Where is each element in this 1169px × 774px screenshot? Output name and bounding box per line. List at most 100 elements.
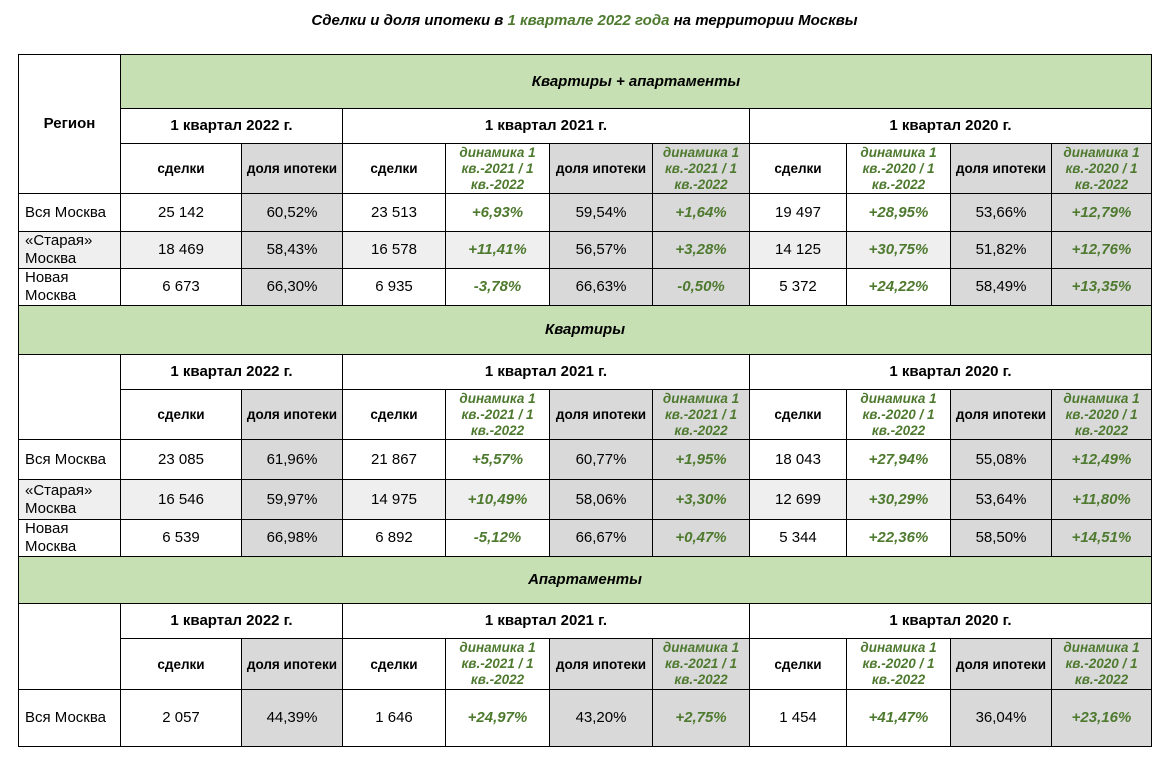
dynamics-column-header: динамика 1 кв.-2020 / 1 кв.-2022 <box>846 143 951 194</box>
deals-column-header: сделки <box>120 143 242 194</box>
section-band-row: Регион Квартиры + апартаменты <box>18 54 1152 194</box>
mortgage-share-value: 56,57% <box>549 231 653 269</box>
mortgage-share-value: 58,49% <box>950 268 1052 306</box>
dynamics-value: -0,50% <box>652 268 750 306</box>
dynamics-value: +13,35% <box>1051 268 1152 306</box>
dynamics-value: +27,94% <box>846 439 951 480</box>
quarter-header-row: 1 квартал 2022 г. 1 квартал 2021 г. 1 квар… <box>18 354 1152 440</box>
dynamics-value: +1,95% <box>652 439 750 480</box>
mortgage-share-value: 55,08% <box>950 439 1052 480</box>
column-header-row: сделки доля ипотеки сделки динамика 1 кв.-2… <box>19 143 1152 194</box>
dynamics-value: +12,76% <box>1051 231 1152 269</box>
mortgage-share-value: 53,66% <box>950 193 1052 232</box>
dynamics-column-header: динамика 1 кв.-2021 / 1 кв.-2022 <box>652 143 750 194</box>
deals-column-header: сделки <box>749 389 847 440</box>
section-title: Квартиры + апартаменты <box>120 54 1152 109</box>
mortgage-share-value: 59,54% <box>549 193 653 232</box>
mortgage-share-value: 66,67% <box>549 519 653 557</box>
deals-value: 23 085 <box>120 439 242 480</box>
deals-value: 6 892 <box>342 519 446 557</box>
mortgage-share-column-header: доля ипотеки <box>549 638 653 690</box>
mortgage-share-value: 60,52% <box>241 193 343 232</box>
column-header-row: сделки доля ипотеки сделки динамика 1 кв.-2… <box>19 389 1152 440</box>
column-header-row: сделки доля ипотеки сделки динамика 1 кв.-2… <box>19 638 1152 690</box>
mortgage-share-value: 58,06% <box>549 479 653 520</box>
table-row: Вся Москва 25 142 60,52% 23 513 +6,93% 59,54%… <box>18 193 1152 232</box>
mortgage-share-value: 44,39% <box>241 689 343 747</box>
deals-value: 23 513 <box>342 193 446 232</box>
dynamics-value: +24,97% <box>445 689 550 747</box>
dynamics-column-header: динамика 1 кв.-2021 / 1 кв.-2022 <box>652 638 750 690</box>
dynamics-column-header: динамика 1 кв.-2021 / 1 кв.-2022 <box>445 143 550 194</box>
table-row: «Старая» Москва 16 546 59,97% 14 975 +10,49%… <box>18 479 1152 520</box>
dynamics-value: -5,12% <box>445 519 550 557</box>
empty-region-cell <box>18 603 121 690</box>
mortgage-share-column-header: доля ипотеки <box>241 143 343 194</box>
deals-value: 6 673 <box>120 268 242 306</box>
table-row: Вся Москва 2 057 44,39% 1 646 +24,97% 43,20% +… <box>18 689 1152 747</box>
deals-value: 18 043 <box>749 439 847 480</box>
dynamics-value: +12,79% <box>1051 193 1152 232</box>
quarter-header-row: 1 квартал 2022 г. 1 квартал 2021 г. 1 квар… <box>18 603 1152 690</box>
region-name: «Старая» Москва <box>18 479 121 520</box>
mortgage-deals-table: Регион Квартиры + апартаменты 1 квартал 20… <box>18 54 1152 747</box>
dynamics-value: +12,49% <box>1051 439 1152 480</box>
dynamics-value: +22,36% <box>846 519 951 557</box>
mortgage-share-column-header: доля ипотеки <box>950 143 1052 194</box>
mortgage-share-column-header: доля ипотеки <box>549 143 653 194</box>
quarter-header: 1 квартал 2020 г. <box>749 354 1152 390</box>
quarter-header: 1 квартал 2020 г. <box>749 108 1152 144</box>
dynamics-column-header: динамика 1 кв.-2020 / 1 кв.-2022 <box>846 389 951 440</box>
deals-column-header: сделки <box>749 638 847 690</box>
section-title: Квартиры <box>18 305 1152 355</box>
mortgage-share-value: 59,97% <box>241 479 343 520</box>
page-title: Сделки и доля ипотеки в 1 квартале 2022 … <box>0 12 1169 29</box>
region-name: Вся Москва <box>18 689 121 747</box>
section-title: Апартаменты <box>18 556 1152 604</box>
table-row: Вся Москва 23 085 61,96% 21 867 +5,57% 60,77%… <box>18 439 1152 480</box>
mortgage-share-column-header: доля ипотеки <box>241 638 343 690</box>
dynamics-value: -3,78% <box>445 268 550 306</box>
dynamics-value: +41,47% <box>846 689 951 747</box>
dynamics-value: +30,75% <box>846 231 951 269</box>
mortgage-share-value: 66,63% <box>549 268 653 306</box>
dynamics-value: +10,49% <box>445 479 550 520</box>
quarter-header: 1 квартал 2022 г. <box>120 354 343 390</box>
deals-value: 6 539 <box>120 519 242 557</box>
deals-value: 21 867 <box>342 439 446 480</box>
deals-value: 14 125 <box>749 231 847 269</box>
quarter-header: 1 квартал 2022 г. <box>120 603 343 639</box>
deals-column-header: сделки <box>120 638 242 690</box>
deals-column-header: сделки <box>120 389 242 440</box>
deals-value: 16 578 <box>342 231 446 269</box>
dynamics-column-header: динамика 1 кв.-2021 / 1 кв.-2022 <box>652 389 750 440</box>
mortgage-share-value: 53,64% <box>950 479 1052 520</box>
deals-value: 5 372 <box>749 268 847 306</box>
deals-column-header: сделки <box>342 389 446 440</box>
mortgage-share-value: 60,77% <box>549 439 653 480</box>
section-band-row: Апартаменты <box>18 556 1152 604</box>
dynamics-value: +1,64% <box>652 193 750 232</box>
quarter-header-row: 1 квартал 2022 г. 1 квартал 2021 г. 1 квар… <box>19 108 1152 144</box>
region-name: Вся Москва <box>18 193 121 232</box>
dynamics-value: +23,16% <box>1051 689 1152 747</box>
quarter-header: 1 квартал 2022 г. <box>120 108 343 144</box>
dynamics-value: +24,22% <box>846 268 951 306</box>
deals-value: 25 142 <box>120 193 242 232</box>
region-name: Новая Москва <box>18 268 121 306</box>
deals-value: 6 935 <box>342 268 446 306</box>
dynamics-value: +3,28% <box>652 231 750 269</box>
quarter-header: 1 квартал 2021 г. <box>342 603 750 639</box>
dynamics-column-header: динамика 1 кв.-2020 / 1 кв.-2022 <box>1051 638 1152 690</box>
title-highlight: 1 квартале 2022 года <box>507 12 670 29</box>
table-row: «Старая» Москва 18 469 58,43% 16 578 +11,41%… <box>18 231 1152 269</box>
title-text-end: на территории Москвы <box>669 12 858 29</box>
deals-value: 14 975 <box>342 479 446 520</box>
deals-value: 5 344 <box>749 519 847 557</box>
title-text: Сделки и доля ипотеки в <box>311 12 508 29</box>
empty-region-cell <box>18 354 121 440</box>
dynamics-column-header: динамика 1 кв.-2021 / 1 кв.-2022 <box>445 389 550 440</box>
deals-column-header: сделки <box>749 143 847 194</box>
deals-value: 2 057 <box>120 689 242 747</box>
mortgage-share-column-header: доля ипотеки <box>950 638 1052 690</box>
